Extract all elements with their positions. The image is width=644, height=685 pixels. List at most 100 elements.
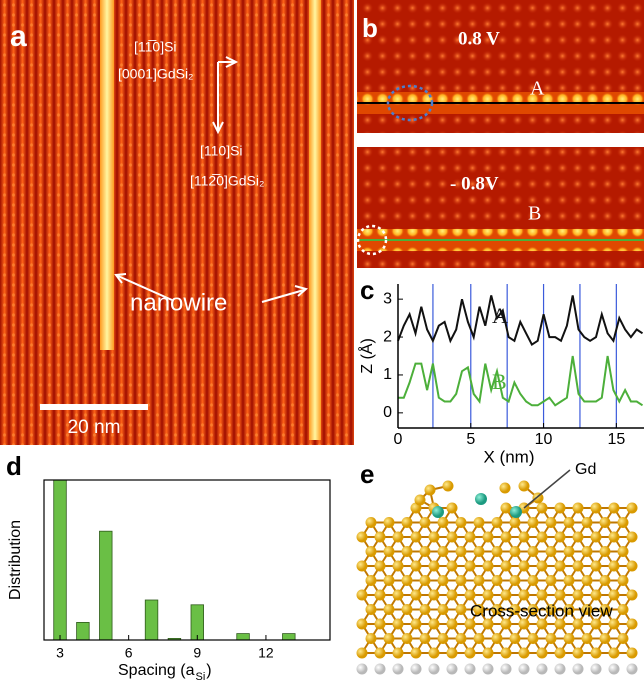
si-atom [393, 648, 404, 659]
h-atom [537, 664, 548, 675]
si-atom [501, 590, 512, 601]
si-atom [384, 604, 395, 615]
si-atom [537, 561, 548, 572]
si-atom [573, 590, 584, 601]
bar [191, 605, 204, 640]
h-atom [411, 664, 422, 675]
si-atom [357, 561, 368, 572]
si-atom [492, 546, 503, 557]
si-atom [447, 532, 458, 543]
si-atom [537, 503, 548, 514]
bias-label: - 0.8V [450, 173, 499, 194]
marker-label: A [530, 78, 545, 100]
panel-label: a [10, 20, 27, 53]
si-atom [393, 532, 404, 543]
gd-atom [510, 506, 522, 518]
si-atom [564, 633, 575, 644]
si-atom [411, 648, 422, 659]
h-atom [375, 664, 386, 675]
annotation: [110]Si [200, 143, 243, 159]
si-atom [501, 503, 512, 514]
panel-b: b 0.8 V A - 0.8V B [357, 0, 644, 268]
si-atom [420, 633, 431, 644]
si-atom [618, 604, 629, 615]
h-atom [573, 664, 584, 675]
si-atom [573, 532, 584, 543]
si-atom [393, 590, 404, 601]
si-atom [456, 575, 467, 586]
series-label: A [492, 303, 508, 328]
si-atom [555, 532, 566, 543]
si-atom [492, 575, 503, 586]
figure: a [11̅0]Si [0001]GdSi₂ [110]Si [112̅0]Gd… [0, 0, 644, 685]
h-atom [591, 664, 602, 675]
si-atom [438, 633, 449, 644]
si-atom [600, 546, 611, 557]
si-atom [384, 633, 395, 644]
si-atom [618, 517, 629, 528]
si-atom [366, 546, 377, 557]
si-atom [573, 561, 584, 572]
si-atom [357, 590, 368, 601]
si-atom [564, 546, 575, 557]
bar [283, 634, 296, 640]
si-atom [456, 517, 467, 528]
si-atom [393, 619, 404, 630]
y-tick-label: 0 [383, 404, 392, 421]
si-atom [402, 633, 413, 644]
h-atom [501, 664, 512, 675]
si-atom [384, 575, 395, 586]
si-atom [555, 648, 566, 659]
si-atom [456, 546, 467, 557]
si-atom [546, 633, 557, 644]
si-atom [519, 532, 530, 543]
si-atom [609, 648, 620, 659]
series-label: B [492, 369, 507, 394]
x-tick-label: 0 [394, 431, 403, 448]
si-atom [582, 575, 593, 586]
annotation: [0001]GdSi₂ [118, 66, 193, 82]
x-tick-label: 3 [56, 645, 64, 661]
x-tick-label: 6 [125, 645, 133, 661]
si-atom [519, 481, 530, 492]
si-atom [402, 517, 413, 528]
si-atom [411, 590, 422, 601]
si-atom [600, 633, 611, 644]
atom-label: Gd [575, 461, 596, 478]
si-atom [528, 546, 539, 557]
y-tick-label: 2 [383, 328, 392, 345]
bias-label: 0.8 V [458, 28, 500, 49]
si-atom [591, 561, 602, 572]
si-atom [627, 619, 638, 630]
si-atom [528, 517, 539, 528]
si-atom [627, 532, 638, 543]
bar [99, 531, 112, 640]
si-atom [465, 532, 476, 543]
panel-label: b [362, 13, 378, 43]
si-atom [573, 648, 584, 659]
si-atom [483, 590, 494, 601]
si-atom [429, 590, 440, 601]
si-atom [492, 633, 503, 644]
si-atom [447, 619, 458, 630]
si-atom [510, 517, 521, 528]
si-atom [537, 590, 548, 601]
series-line [398, 356, 643, 405]
si-atom [411, 619, 422, 630]
si-atom [501, 648, 512, 659]
si-atom [519, 590, 530, 601]
si-atom [591, 503, 602, 514]
si-atom [443, 481, 454, 492]
h-atom [429, 664, 440, 675]
si-atom [627, 561, 638, 572]
si-atom [357, 648, 368, 659]
x-tick-label: 5 [466, 431, 475, 448]
si-atom [375, 561, 386, 572]
si-atom [438, 604, 449, 615]
scale-bar-label: 20 nm [68, 417, 121, 438]
nanowire-stripe [100, 0, 114, 350]
si-atom [609, 561, 620, 572]
x-tick-label: 10 [535, 431, 553, 448]
si-atom [609, 503, 620, 514]
si-atom [402, 546, 413, 557]
